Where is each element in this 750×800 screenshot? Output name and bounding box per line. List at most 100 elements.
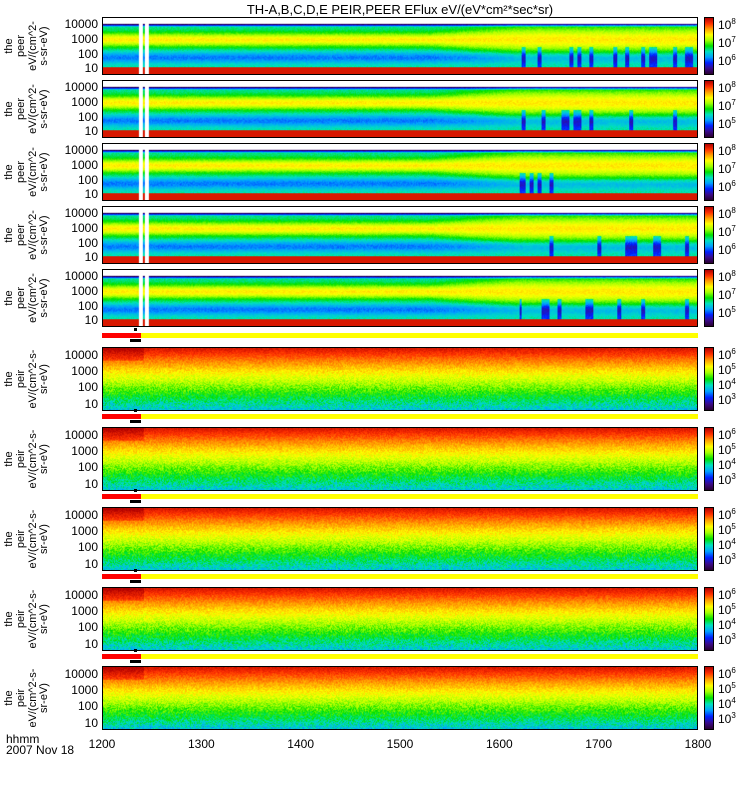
status-marker — [134, 649, 137, 652]
status-bar-red-segment — [102, 414, 141, 419]
y-tick-label: 10000 — [64, 666, 98, 681]
colorbar-tick-label: 104 — [718, 696, 736, 711]
colorbar-exponent: 6 — [731, 242, 736, 251]
status-marker — [130, 500, 141, 503]
y-tick-label: 10000 — [64, 507, 98, 522]
colorbar-base: 10 — [718, 538, 732, 552]
y-tick-label: 100 — [77, 620, 98, 635]
colorbar — [704, 427, 714, 491]
y-axis-label: the — [3, 101, 15, 117]
spectrogram-panel — [102, 347, 698, 411]
colorbar-tick-label: 107 — [718, 161, 736, 176]
y-tick-label: 10 — [84, 715, 98, 730]
colorbar-base: 10 — [718, 603, 732, 617]
colorbar-tick-label: 104 — [718, 457, 736, 472]
status-marker — [134, 489, 137, 492]
colorbar-exponent: 4 — [731, 457, 736, 466]
y-axis-label: peer — [15, 34, 27, 58]
colorbar-tick-label: 104 — [718, 378, 736, 392]
colorbar-base: 10 — [718, 270, 732, 284]
colorbar-tick-label: 107 — [718, 36, 736, 50]
colorbar-base: 10 — [718, 99, 732, 113]
y-axis-label: peir — [15, 688, 27, 708]
x-tick-label: 1800 — [684, 737, 712, 751]
status-bar — [102, 494, 698, 499]
status-bar — [102, 574, 698, 579]
colorbar-exponent: 4 — [731, 696, 736, 705]
colorbar-base: 10 — [718, 207, 732, 221]
y-tick-label: 10 — [84, 187, 98, 202]
spectrogram-canvas — [103, 588, 697, 650]
status-bar-red-segment — [102, 494, 141, 499]
colorbar-base: 10 — [718, 306, 732, 320]
y-tick-label: 100 — [77, 460, 98, 475]
colorbar-base: 10 — [718, 243, 732, 257]
status-marker — [134, 569, 137, 572]
y-tick-label: 10 — [84, 313, 98, 328]
status-bar — [102, 654, 698, 659]
spectrogram-panel — [102, 143, 698, 201]
y-tick-label: 1000 — [71, 220, 98, 235]
status-marker — [130, 420, 141, 423]
status-bar — [102, 414, 698, 419]
y-tick-label: 10 — [84, 61, 98, 76]
colorbar-base: 10 — [718, 458, 732, 472]
colorbar-exponent: 8 — [731, 269, 736, 278]
spectrogram-canvas — [103, 207, 697, 263]
colorbar-tick-label: 106 — [718, 588, 736, 602]
y-tick-label: 1000 — [71, 283, 98, 298]
colorbar — [704, 143, 714, 201]
y-tick-label: 1000 — [71, 604, 98, 618]
colorbar-base: 10 — [718, 618, 732, 632]
y-axis-label: peer — [15, 286, 27, 310]
y-tick-label: 10000 — [64, 268, 98, 283]
spectrogram-canvas — [103, 81, 697, 137]
y-tick-label: 1000 — [71, 31, 98, 46]
colorbar-base: 10 — [718, 378, 732, 392]
status-bar-red-segment — [102, 654, 141, 659]
x-tick-label: 1200 — [88, 737, 116, 751]
colorbar-tick-label: 105 — [718, 117, 736, 131]
y-tick-label: 100 — [77, 172, 98, 187]
status-marker — [130, 660, 141, 663]
colorbar-base: 10 — [718, 523, 732, 537]
x-tick-label: 1400 — [287, 737, 315, 751]
x-tick-label: 1700 — [585, 737, 613, 751]
colorbar-base: 10 — [718, 508, 732, 522]
colorbar-tick-label: 107 — [718, 287, 736, 302]
status-bar-red-segment — [102, 333, 141, 338]
colorbar-tick-label: 103 — [718, 633, 736, 647]
colorbar-base: 10 — [718, 36, 732, 50]
colorbar-tick-label: 104 — [718, 538, 736, 552]
colorbar-base: 10 — [718, 588, 732, 602]
spectrogram-panel — [102, 666, 698, 730]
colorbar-exponent: 7 — [731, 287, 736, 296]
y-axis-label: peir — [15, 529, 27, 549]
spectrogram-canvas — [103, 270, 697, 326]
colorbar-exponent: 8 — [731, 80, 736, 89]
y-axis-label: the — [3, 164, 15, 180]
spectrogram-canvas — [103, 18, 697, 74]
colorbar-tick-label: 106 — [718, 242, 736, 257]
colorbar-base: 10 — [718, 712, 732, 726]
y-tick-label: 100 — [77, 46, 98, 61]
colorbar-exponent: 7 — [731, 161, 736, 170]
colorbar-base: 10 — [718, 18, 732, 32]
x-axis-label: hhmm — [6, 732, 40, 746]
spectrogram-canvas — [103, 144, 697, 200]
colorbar-exponent: 3 — [731, 392, 736, 401]
y-axis-label: eV/(cm^2-s-sr-eV) — [27, 349, 50, 409]
colorbar-exponent: 6 — [731, 347, 736, 356]
colorbar-tick-label: 105 — [718, 443, 736, 457]
colorbar-tick-label: 105 — [718, 682, 736, 696]
colorbar-base: 10 — [718, 348, 732, 362]
colorbar-base: 10 — [718, 54, 732, 68]
spectrogram-panel — [102, 80, 698, 138]
y-axis-label: eV/(cm^2-s-sr-eV) — [27, 429, 50, 489]
spectrogram-canvas — [103, 667, 697, 729]
colorbar-exponent: 8 — [731, 17, 736, 26]
y-tick-label: 100 — [77, 380, 98, 395]
colorbar-base: 10 — [718, 633, 732, 647]
colorbar — [704, 269, 714, 327]
x-tick-label: 1500 — [386, 737, 414, 751]
